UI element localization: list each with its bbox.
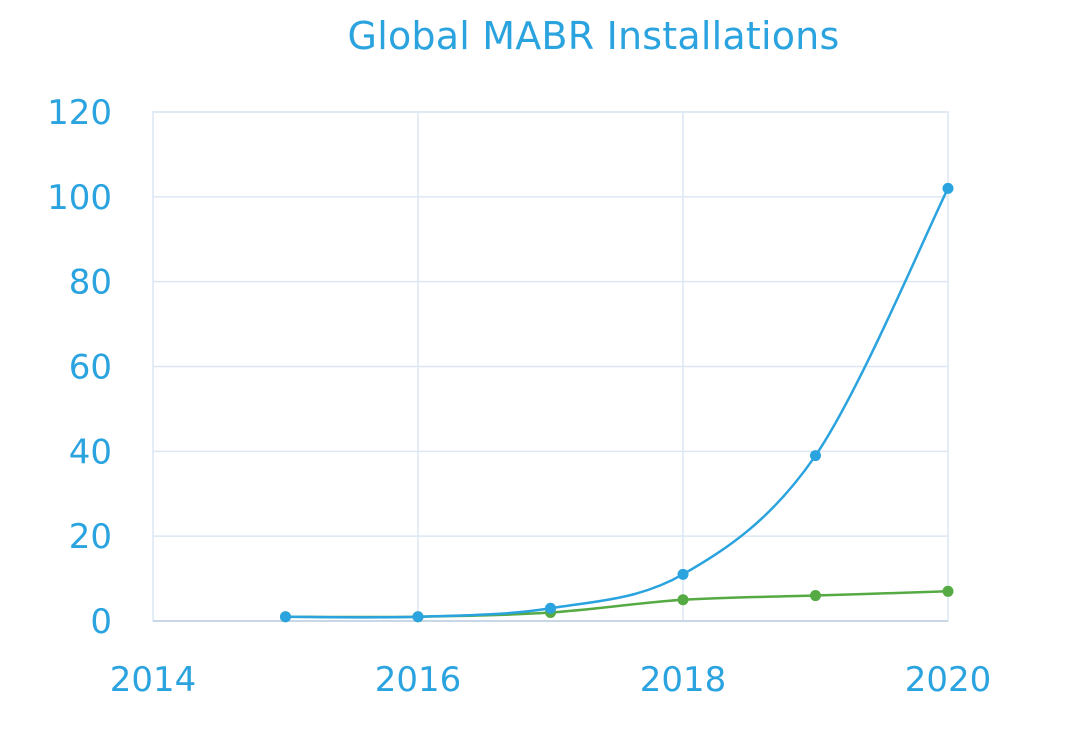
data-point (810, 590, 821, 602)
series-1 (280, 182, 954, 623)
y-tick-label: 60 (69, 348, 112, 388)
data-point (545, 602, 556, 614)
tick-labels: 0 20 40 60 80 100 120 2014 2016 2018 2020 (47, 93, 991, 700)
data-point (942, 585, 954, 597)
data-point (280, 611, 291, 623)
series-line (284, 590, 950, 619)
y-tick-label: 80 (69, 263, 112, 303)
data-point (677, 568, 689, 580)
y-tick-label: 0 (90, 602, 112, 642)
data-point (677, 594, 689, 606)
x-tick-label: 2020 (905, 660, 992, 700)
data-point (412, 611, 424, 623)
y-tick-label: 40 (69, 432, 112, 472)
y-tick-label: 100 (47, 178, 112, 218)
x-tick-label: 2016 (375, 660, 462, 700)
y-tick-label: 20 (69, 517, 112, 557)
series-line (284, 187, 950, 619)
x-tick-label: 2018 (640, 660, 727, 700)
chart-title: Global MABR Installations (347, 14, 840, 58)
data-point (810, 450, 821, 462)
grid (152, 111, 949, 622)
series-group (280, 182, 954, 623)
x-tick-label: 2014 (110, 660, 197, 700)
y-tick-label: 120 (47, 93, 112, 133)
data-point (942, 182, 954, 194)
